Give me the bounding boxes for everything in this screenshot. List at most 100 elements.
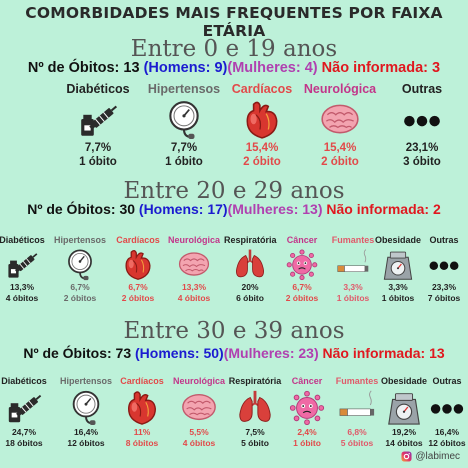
comorbidity-item: Cardíacos 11% 8 óbitos <box>114 376 170 448</box>
comorbidity-percent: 5,5% <box>189 427 209 437</box>
section-stats: Nº de Óbitos: 13 (Homens: 9)(Mulheres: 4… <box>0 60 468 76</box>
comorbidity-percent: 13,3% <box>181 282 207 292</box>
comorbidity-label: Outras <box>432 376 462 386</box>
lungs-icon <box>233 247 267 281</box>
comorbidity-label: Diabéticos <box>0 235 45 245</box>
comorbidity-count: 12 óbitos <box>67 437 105 448</box>
section-stats: Nº de Óbitos: 73 (Homens: 50)(Mulheres: … <box>0 345 468 361</box>
comorbidity-item: Diabéticos 13,3% 4 óbitos <box>0 235 48 303</box>
comorbidity-item: Hipertensos 7,7% 1 óbito <box>146 82 222 169</box>
comorbidity-item: Câncer 2,4% 1 óbito <box>279 376 335 448</box>
comorbidity-count: 5 óbito <box>241 437 269 448</box>
comorbidity-percent: 13,3% <box>9 282 35 292</box>
dots-icon <box>401 98 443 140</box>
comorbidity-label: Neurológica <box>303 82 377 96</box>
comorbidity-percent: 15,4% <box>245 142 279 154</box>
comorbidity-count: 5 óbitos <box>340 437 374 448</box>
section-title: Entre 30 e 39 anos <box>123 318 345 344</box>
comorbidity-percent: 16,4% <box>434 427 460 437</box>
footer-handle: @labimec <box>415 451 460 462</box>
insulin-pen-icon <box>5 388 43 426</box>
comorbidity-item: Neurológica 5,5% 4 óbitos <box>171 376 227 448</box>
comorbidity-count: 2 óbitos <box>63 292 97 303</box>
comorbidity-item: Fumantes 3,3% 1 óbitos <box>327 235 379 303</box>
instagram-icon <box>401 451 412 462</box>
comorbidity-count: 14 óbitos <box>385 437 423 448</box>
comorbidity-percent: 6,7% <box>128 282 148 292</box>
dots-icon <box>428 388 466 426</box>
nao-informada-count: Não informada: 2 <box>326 201 441 217</box>
comorbidity-item: Cardíacos 6,7% 2 óbitos <box>112 235 164 303</box>
mulheres-count: (Mulheres: 23) <box>223 345 319 361</box>
comorbidity-item: Obesidade 3,3% 1 óbitos <box>372 235 424 303</box>
comorbidity-label: Obesidade <box>380 376 427 386</box>
comorbidity-item: Hipertensos 6,7% 2 óbitos <box>54 235 106 303</box>
comorbidity-label: Hipertensos <box>59 376 112 386</box>
comorbidity-item: Câncer 6,7% 2 óbitos <box>276 235 328 303</box>
comorbidity-percent: 23,3% <box>431 282 457 292</box>
comorbidity-percent: 23,1% <box>405 142 439 154</box>
comorbidity-count: 4 óbitos <box>182 437 216 448</box>
heart-icon <box>241 98 283 140</box>
section-stats: Nº de Óbitos: 30 (Homens: 17)(Mulheres: … <box>0 201 468 217</box>
insulin-pen-icon <box>77 98 119 140</box>
comorbidity-item: Cardíacos 15,4% 2 óbito <box>224 82 300 169</box>
comorbidity-label: Diabéticos <box>66 82 130 96</box>
comorbidity-count: 7 óbitos <box>427 292 461 303</box>
blood-pressure-gauge-icon <box>163 98 205 140</box>
comorbidity-percent: 11% <box>133 427 151 437</box>
comorbidity-count: 3 óbito <box>403 156 441 168</box>
comorbidity-label: Diabéticos <box>1 376 47 386</box>
comorbidity-item: Hipertensos 16,4% 12 óbitos <box>58 376 114 448</box>
page-title: COMORBIDADES MAIS FREQUENTES POR FAIXA E… <box>25 4 443 40</box>
comorbidity-percent: 15,4% <box>323 142 357 154</box>
comorbidity-label: Cardíacos <box>116 235 160 245</box>
obitos-count: Nº de Óbitos: 30 <box>27 201 136 217</box>
comorbidity-percent: 2,4% <box>297 427 317 437</box>
heart-icon <box>123 388 161 426</box>
comorbidity-item: Respiratória 20% 6 óbito <box>224 235 277 303</box>
comorbidity-count: 4 óbitos <box>177 292 211 303</box>
dots-icon <box>427 247 461 281</box>
cancer-cell-icon <box>288 388 326 426</box>
comorbidity-count: 2 óbito <box>243 156 281 168</box>
comorbidity-item: Respiratória 7,5% 5 óbito <box>227 376 283 448</box>
section-title: Entre 0 e 19 anos <box>130 36 338 62</box>
comorbidity-label: Obesidade <box>374 235 421 245</box>
obitos-count: Nº de Óbitos: 73 <box>23 345 132 361</box>
lungs-icon <box>236 388 274 426</box>
comorbidity-percent: 6,7% <box>70 282 90 292</box>
comorbidity-percent: 16,4% <box>73 427 99 437</box>
heart-icon <box>121 247 155 281</box>
blood-pressure-gauge-icon <box>67 388 105 426</box>
homens-count: (Homens: 17) <box>138 201 228 217</box>
comorbidity-item: Neurológica 13,3% 4 óbitos <box>168 235 220 303</box>
comorbidity-label: Cardíacos <box>231 82 293 96</box>
comorbidity-count: 12 óbitos <box>428 437 466 448</box>
comorbidity-percent: 3,3% <box>388 282 408 292</box>
comorbidity-count: 2 óbitos <box>121 292 155 303</box>
comorbidity-percent: 7,5% <box>245 427 265 437</box>
comorbidity-count: 4 óbitos <box>5 292 39 303</box>
comorbidity-label: Cardíacos <box>120 376 164 386</box>
comorbidity-label: Hipertensos <box>54 235 107 245</box>
comorbidity-item: Obesidade 19,2% 14 óbitos <box>376 376 432 448</box>
brain-icon <box>180 388 218 426</box>
cancer-cell-icon <box>285 247 319 281</box>
comorbidity-item: Neurológica 15,4% 2 óbito <box>302 82 378 169</box>
comorbidity-label: Respiratória <box>228 376 282 386</box>
comorbidity-count: 1 óbitos <box>336 292 370 303</box>
comorbidity-count: 2 óbitos <box>285 292 319 303</box>
comorbidity-label: Respiratória <box>224 235 277 245</box>
insulin-pen-icon <box>5 247 39 281</box>
comorbidity-percent: 7,7% <box>84 142 112 154</box>
mulheres-count: (Mulheres: 13) <box>227 201 323 217</box>
obitos-count: Nº de Óbitos: 13 <box>27 60 140 76</box>
comorbidity-count: 2 óbito <box>321 156 359 168</box>
comorbidity-item: Outras 23,1% 3 óbito <box>384 82 460 169</box>
footer: @labimec <box>401 451 460 462</box>
comorbidity-label: Câncer <box>291 376 323 386</box>
comorbidity-count: 1 óbitos <box>381 292 415 303</box>
comorbidity-item: Diabéticos 24,7% 18 óbitos <box>0 376 52 448</box>
comorbidity-item: Diabéticos 7,7% 1 óbito <box>60 82 136 169</box>
